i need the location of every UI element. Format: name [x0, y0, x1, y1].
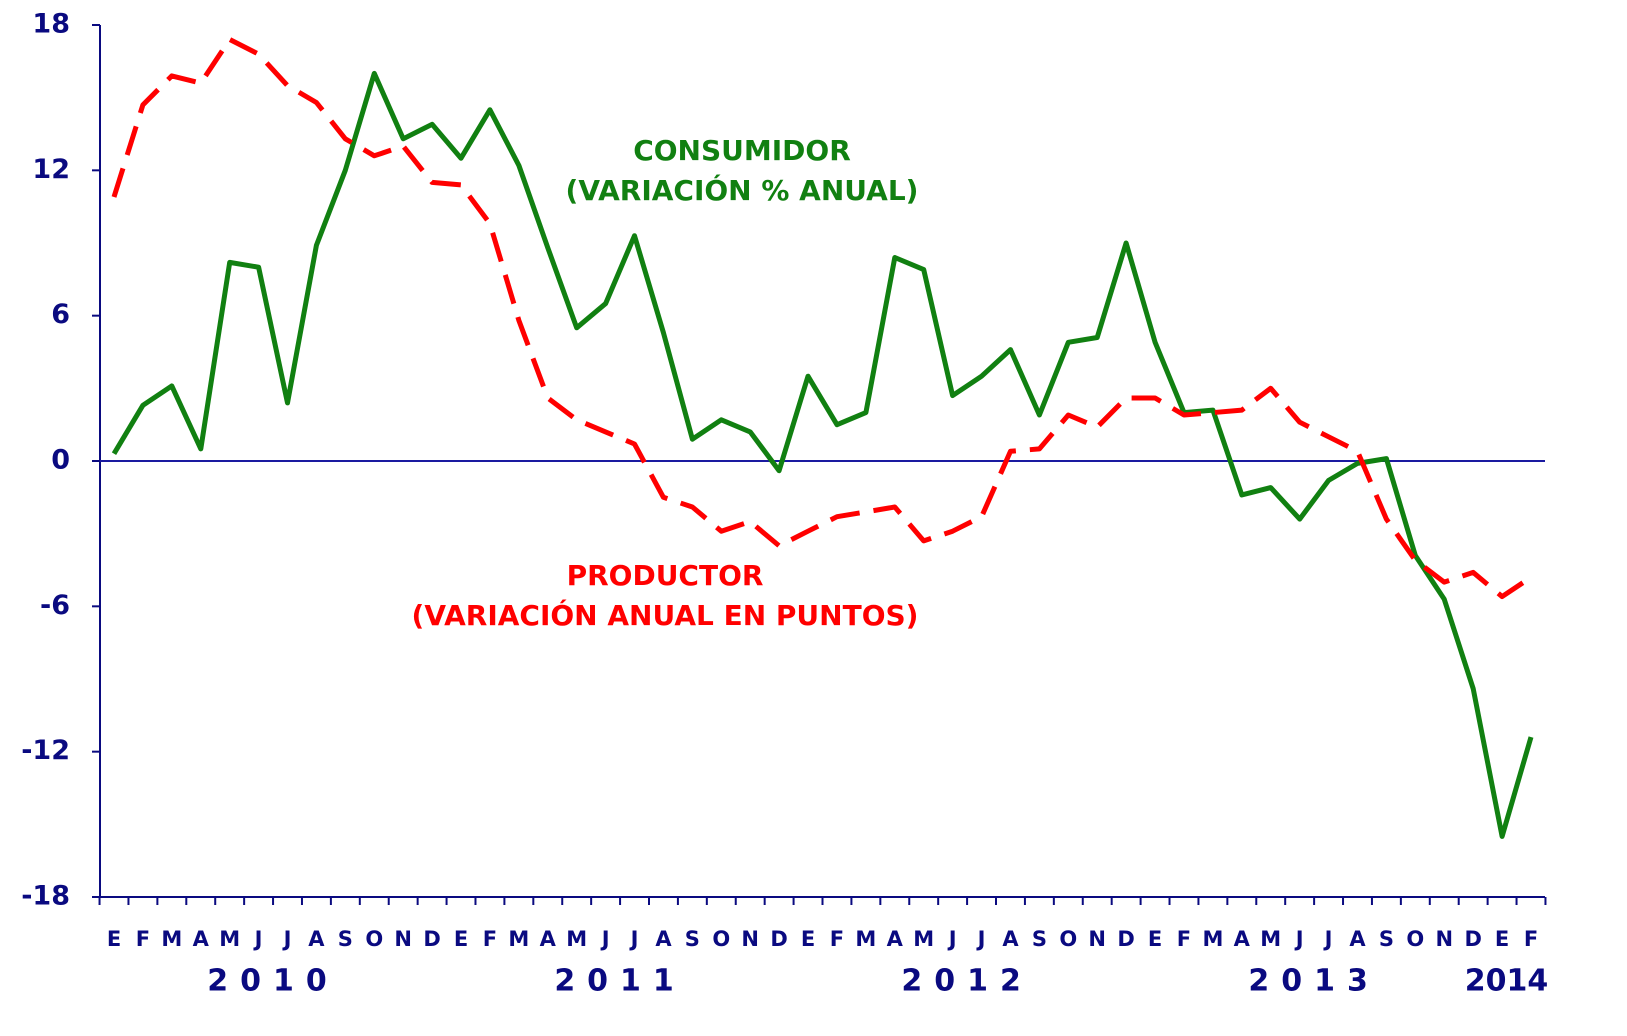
- x-tick-label: D: [1464, 927, 1481, 951]
- x-tick-label: J: [253, 927, 263, 951]
- annotation: CONSUMIDOR: [633, 134, 851, 167]
- x-tick-label: M: [161, 927, 182, 951]
- x-tick-label: S: [1032, 927, 1047, 951]
- x-tick-label: D: [1117, 927, 1134, 951]
- x-tick-label: M: [508, 927, 529, 951]
- y-tick-label: 0: [51, 445, 70, 476]
- x-tick-label: J: [976, 927, 986, 951]
- x-tick-label: J: [947, 927, 957, 951]
- x-tick-label: A: [1002, 927, 1019, 951]
- x-tick-label: M: [855, 927, 876, 951]
- y-tick-label: 18: [32, 9, 70, 40]
- annotation: (VARIACIÓN ANUAL EN PUNTOS): [412, 598, 919, 632]
- x-tick-label: S: [685, 927, 700, 951]
- x-tick-label: F: [483, 927, 497, 951]
- y-tick-label: -12: [21, 735, 70, 766]
- x-tick-label: M: [913, 927, 934, 951]
- y-tick-label: -18: [21, 881, 70, 912]
- x-tick-label: O: [712, 927, 730, 951]
- x-tick-label: F: [136, 927, 150, 951]
- year-label: 2014: [1465, 964, 1549, 999]
- x-tick-label: O: [365, 927, 383, 951]
- x-tick-label: M: [1202, 927, 1223, 951]
- x-tick-label: D: [770, 927, 787, 951]
- x-tick-label: O: [1059, 927, 1077, 951]
- x-tick-label: A: [308, 927, 325, 951]
- x-tick-label: M: [1260, 927, 1281, 951]
- series-line: [111, 70, 1534, 839]
- x-tick-label: J: [1294, 927, 1304, 951]
- x-tick-label: J: [1323, 927, 1333, 951]
- x-tick-label: E: [107, 927, 121, 951]
- series-line: [111, 37, 1533, 600]
- x-tick-label: E: [1495, 927, 1509, 951]
- y-tick-label: 12: [32, 154, 70, 185]
- x-tick-label: O: [1406, 927, 1424, 951]
- x-tick-label: S: [338, 927, 353, 951]
- x-tick-label: D: [423, 927, 440, 951]
- x-tick-label: E: [1148, 927, 1162, 951]
- year-label: 2010: [207, 964, 339, 999]
- year-label: 2011: [554, 964, 686, 999]
- x-tick-label: A: [540, 927, 557, 951]
- x-tick-label: N: [394, 927, 412, 951]
- x-tick-label: E: [801, 927, 815, 951]
- x-tick-label: N: [1435, 927, 1453, 951]
- x-tick-label: F: [830, 927, 844, 951]
- x-tick-label: S: [1379, 927, 1394, 951]
- x-tick-label: E: [454, 927, 468, 951]
- x-tick-label: J: [282, 927, 292, 951]
- x-tick-label: J: [629, 927, 639, 951]
- year-label: 2012: [901, 964, 1033, 999]
- x-tick-label: F: [1524, 927, 1538, 951]
- y-tick-label: -6: [40, 590, 70, 621]
- x-tick-label: N: [1088, 927, 1106, 951]
- x-tick-label: F: [1177, 927, 1191, 951]
- y-tick-label: 6: [51, 299, 70, 330]
- x-tick-label: A: [655, 927, 672, 951]
- annotation: PRODUCTOR: [567, 559, 764, 592]
- x-tick-label: M: [566, 927, 587, 951]
- year-label: 2013: [1248, 964, 1380, 999]
- x-tick-label: J: [600, 927, 610, 951]
- annotation: (VARIACIÓN % ANUAL): [566, 173, 919, 207]
- x-tick-label: A: [1349, 927, 1366, 951]
- x-tick-label: A: [193, 927, 210, 951]
- x-tick-label: M: [219, 927, 240, 951]
- x-tick-label: A: [1234, 927, 1251, 951]
- x-tick-label: N: [741, 927, 759, 951]
- x-tick-label: A: [887, 927, 904, 951]
